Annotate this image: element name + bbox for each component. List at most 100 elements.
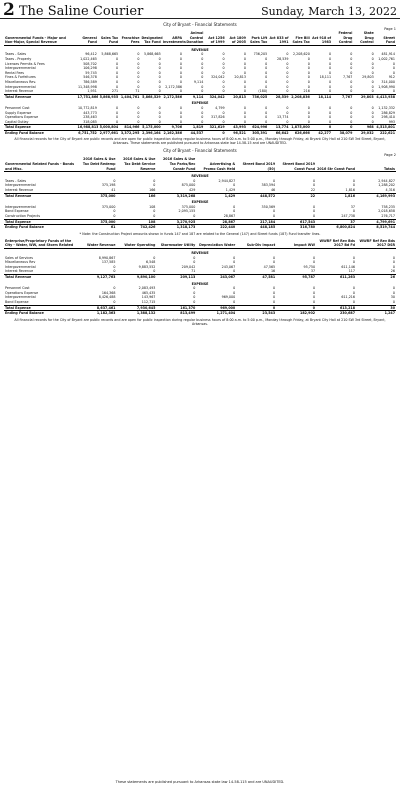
cell: 814,966 <box>119 124 141 131</box>
table: Governmental Funds - Major and Non-Major… <box>4 31 396 136</box>
cell: 0 <box>286 52 289 57</box>
cell: 0 <box>392 66 395 71</box>
cell: 375,198 <box>101 183 116 188</box>
cell: 0 <box>350 52 353 57</box>
cell: 350,569 <box>261 204 276 209</box>
row: Taxes - Sales 96,412 5,868,665 0 5,868,665 0 0… <box>4 52 396 57</box>
cell: 0 <box>329 84 332 89</box>
row-label: Personnel Cost <box>5 286 30 291</box>
cell: 448,185 <box>236 224 277 230</box>
cell: 1,182,363 <box>76 310 117 316</box>
cell: 61 <box>76 224 117 230</box>
column-header: Act 1809 of 2005 <box>225 31 247 46</box>
statement: City of Bryant - Financial Statements Pag… <box>4 22 396 145</box>
cell: 0 <box>243 115 246 120</box>
row: Total Expense 375,000 108 3,270,925 28,867 21… <box>4 218 396 225</box>
row-label: REVENUE <box>191 250 209 255</box>
cell: 0 <box>307 56 310 61</box>
cell: 0 <box>329 89 332 94</box>
cell: 0 <box>158 89 161 94</box>
cell: 0 <box>179 89 183 94</box>
row: Interest Revenue 1,951 271 71 0 0 0 0 0 (180) 0 216… <box>4 89 396 94</box>
row: Bond Expense 0 0 2,095,155 0 0 0 0 2,018,658 <box>4 209 396 214</box>
cell: 0 <box>307 115 310 120</box>
column-header: Street Bond 2019 Const Fund <box>276 157 317 173</box>
cell: 0 <box>137 79 140 84</box>
cell: 0 <box>273 209 276 214</box>
cell: 0 <box>332 124 354 131</box>
cell: 0 <box>153 183 156 188</box>
cell: 0 <box>265 66 268 71</box>
cell: 0 <box>392 61 395 66</box>
cell: 0 <box>273 286 276 291</box>
cell: 0 <box>243 89 246 94</box>
cell: 0 <box>312 290 316 295</box>
cell: 1,288,202 <box>378 183 395 188</box>
row: Bond Expense 0 112,715 0 0 0 0 0 0 <box>4 300 396 305</box>
row-label: Capital Outlay <box>5 119 29 124</box>
cell: 0 <box>392 260 395 265</box>
row: Total Revenue 375,000 166 3,319,268 1,429 448… <box>4 192 396 199</box>
cell: 305,391 <box>246 129 269 136</box>
cell: 0 <box>158 61 161 66</box>
cell: 0 <box>158 75 161 80</box>
cell: 0 <box>243 110 246 115</box>
cell: 30 <box>356 304 396 311</box>
cell: 0 <box>392 286 395 291</box>
cell: 0 <box>158 110 161 115</box>
cell: 4,799 <box>215 105 225 110</box>
cell: 5,000,804 <box>97 124 120 131</box>
row-label: Interest Revenue <box>5 89 34 94</box>
cell: 4,515,801 <box>374 124 396 131</box>
cell: 0 <box>153 214 156 218</box>
cell: 0 <box>352 299 355 304</box>
cell: 0 <box>243 70 246 75</box>
cell: 0 <box>179 70 183 75</box>
cell: 96,412 <box>85 52 97 57</box>
cell: 2,083,493 <box>138 286 156 291</box>
column-header: Federal Drug Control <box>332 31 354 46</box>
cell: 0 <box>312 214 316 218</box>
cell: 0 <box>158 70 161 75</box>
row-label: Taxes - Sales <box>5 52 27 57</box>
row-label: Miscellaneous Rev. <box>5 79 37 84</box>
cell: 0 <box>350 119 353 124</box>
cell: 0 <box>307 70 310 75</box>
cell: 38,079 <box>332 129 354 136</box>
cell: 0 <box>286 89 289 94</box>
cell: 0 <box>350 61 353 66</box>
cell: 1,247 <box>356 310 396 316</box>
cell: 47,581 <box>236 273 277 280</box>
cell: 0 <box>179 110 183 115</box>
column-header: Impact WW <box>276 238 317 249</box>
cell: 217,184 <box>236 218 277 225</box>
cell: 968 <box>353 124 375 131</box>
row: Taxes - Property 1,022,465 0 0 0 0 0 0 0 0 28,539 0… <box>4 57 396 62</box>
cell: 0 <box>286 66 289 71</box>
cell: 875,000 <box>181 183 196 188</box>
cell: 0 <box>286 70 289 75</box>
cell: 0 <box>158 56 161 61</box>
cell: 0 <box>243 52 246 57</box>
row-label: Bond Expense <box>5 299 29 304</box>
cell: 0 <box>312 299 316 304</box>
cell: 0 <box>153 178 156 183</box>
cell: 508,702 <box>83 61 97 66</box>
cell: 0 <box>222 89 225 94</box>
cell: 0 <box>158 84 161 89</box>
cell: 0 <box>113 299 116 304</box>
cell: 613,218 <box>316 304 356 311</box>
cell: 786,589 <box>83 79 97 84</box>
cell: 0 <box>265 110 268 115</box>
cell: 161,370 <box>156 304 197 311</box>
cell: 375,000 <box>181 204 196 209</box>
cell: 0 <box>201 70 204 75</box>
cell: 4,799,691 <box>356 218 396 225</box>
cell: 71 <box>135 89 140 94</box>
row-label: EXPENSE <box>191 281 209 286</box>
cell: 0 <box>312 295 316 300</box>
row-label: Rental Fees <box>5 70 25 75</box>
cell: 0 <box>371 119 374 124</box>
cell: 0 <box>222 119 225 124</box>
cell: 969,000 <box>221 295 236 300</box>
